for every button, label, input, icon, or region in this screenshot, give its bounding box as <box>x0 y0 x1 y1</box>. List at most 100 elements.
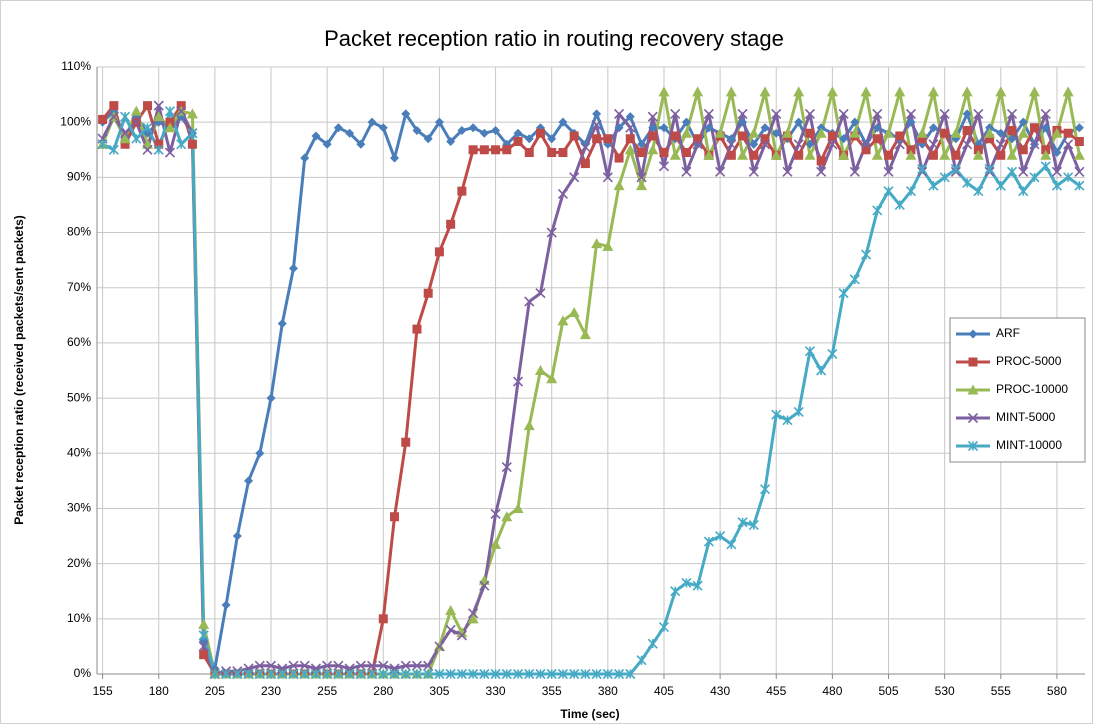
marker <box>602 240 614 251</box>
marker <box>658 622 670 633</box>
marker <box>968 357 978 367</box>
marker <box>255 448 265 458</box>
marker <box>198 641 209 652</box>
marker <box>591 119 602 131</box>
marker <box>254 660 265 671</box>
marker <box>176 106 187 117</box>
x-tick-label: 205 <box>205 684 225 698</box>
marker <box>164 147 176 158</box>
marker <box>130 105 142 116</box>
marker <box>568 307 580 318</box>
marker <box>804 149 816 160</box>
marker <box>793 139 804 150</box>
marker <box>973 108 984 119</box>
marker <box>479 145 489 155</box>
x-tick-label: 455 <box>766 684 786 698</box>
marker <box>849 166 860 177</box>
marker <box>244 476 254 486</box>
marker <box>850 117 860 127</box>
marker <box>546 373 558 384</box>
marker <box>1040 149 1052 160</box>
marker <box>759 139 771 150</box>
marker <box>749 139 759 149</box>
marker <box>120 139 130 149</box>
marker <box>972 149 984 160</box>
marker <box>872 205 883 216</box>
marker <box>905 149 917 160</box>
marker <box>400 660 411 671</box>
marker <box>782 166 793 177</box>
marker <box>658 161 670 172</box>
x-tick-label: 330 <box>486 684 506 698</box>
marker <box>906 117 916 127</box>
marker <box>681 577 692 589</box>
marker <box>1041 123 1051 133</box>
marker <box>625 122 636 133</box>
x-tick-label: 555 <box>991 684 1011 698</box>
marker <box>154 139 164 149</box>
marker <box>917 134 927 144</box>
marker <box>647 638 658 649</box>
marker <box>1018 186 1029 197</box>
marker <box>1006 166 1018 177</box>
marker <box>973 145 983 155</box>
marker <box>591 668 602 680</box>
marker <box>591 238 603 249</box>
marker <box>108 111 119 122</box>
marker <box>176 101 186 111</box>
marker <box>446 136 456 146</box>
marker <box>355 668 366 680</box>
marker <box>748 166 759 177</box>
marker <box>984 164 995 175</box>
marker <box>838 149 850 160</box>
marker <box>928 180 939 191</box>
marker <box>378 668 389 680</box>
marker <box>221 668 232 680</box>
legend-label: PROC-10000 <box>996 382 1068 396</box>
marker <box>1029 123 1039 133</box>
marker <box>176 139 187 150</box>
marker <box>602 668 613 680</box>
marker <box>737 108 748 119</box>
series-line <box>101 104 1081 676</box>
marker <box>849 274 860 285</box>
marker <box>1074 166 1085 177</box>
marker <box>861 139 872 150</box>
marker <box>479 580 490 591</box>
marker <box>838 108 849 119</box>
marker <box>984 127 996 138</box>
marker <box>860 86 872 97</box>
marker <box>637 148 647 158</box>
marker <box>614 668 625 680</box>
marker <box>816 123 826 133</box>
marker <box>883 166 894 177</box>
marker <box>815 127 827 138</box>
marker <box>333 660 344 671</box>
marker <box>557 188 568 199</box>
marker <box>928 139 939 150</box>
x-tick-label: 305 <box>429 684 449 698</box>
marker <box>558 148 568 158</box>
marker <box>524 668 535 680</box>
x-tick-label: 530 <box>935 684 955 698</box>
x-tick-label: 405 <box>654 684 674 698</box>
marker <box>592 134 602 144</box>
marker <box>961 86 973 97</box>
x-tick-label: 155 <box>93 684 113 698</box>
marker <box>456 627 468 638</box>
marker <box>120 111 131 122</box>
marker <box>557 315 569 326</box>
marker <box>1018 166 1029 177</box>
marker <box>456 668 467 680</box>
marker <box>558 117 568 127</box>
marker <box>344 668 355 680</box>
marker <box>962 177 973 188</box>
marker <box>1029 172 1040 183</box>
marker <box>468 123 478 133</box>
x-tick-label: 480 <box>822 684 842 698</box>
marker <box>894 199 905 211</box>
marker <box>513 136 523 146</box>
marker <box>367 660 378 671</box>
marker <box>1040 161 1051 172</box>
